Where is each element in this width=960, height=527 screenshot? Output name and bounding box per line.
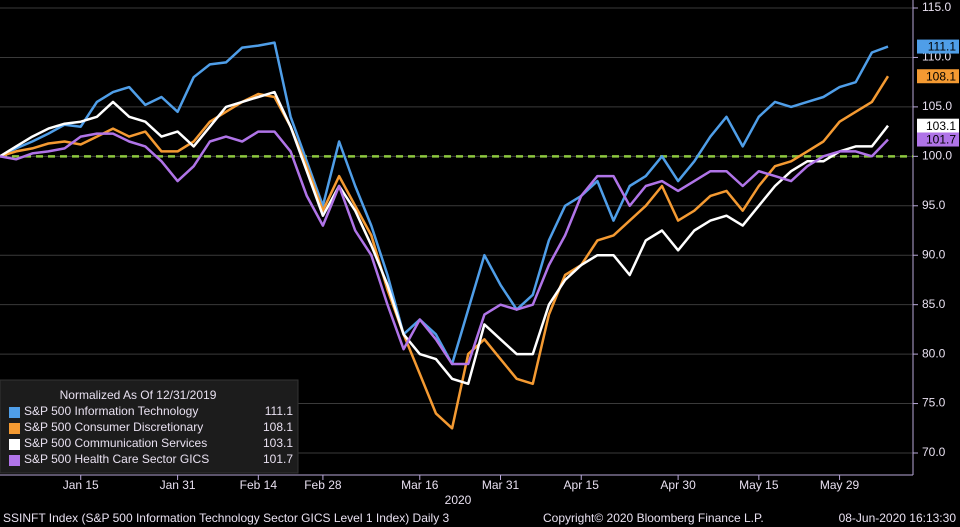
y-tick-label: 85.0 [922,297,946,311]
legend-label: S&P 500 Communication Services [24,436,207,450]
legend-swatch [9,423,20,434]
value-tag [917,69,959,84]
y-tick-label: 70.0 [922,445,946,459]
legend-swatch [9,439,20,450]
x-tick-label: Mar 16 [401,478,439,492]
y-tick-label: 115.0 [922,0,951,14]
legend-value: 111.1 [265,404,294,418]
value-tag-label: 108.1 [926,69,956,83]
x-tick-label: Mar 31 [482,478,520,492]
y-tick-label: 95.0 [922,198,946,212]
legend-swatch [9,455,20,466]
series-line [0,41,889,366]
value-tag [917,132,959,147]
footer-center: Copyright© 2020 Bloomberg Finance L.P. [543,511,764,525]
value-tag [917,118,959,133]
legend-title: Normalized As Of 12/31/2019 [60,388,217,402]
value-tag [917,39,959,54]
legend-label: S&P 500 Information Technology [24,404,198,418]
legend-value: 103.1 [263,436,293,450]
x-tick-label: Jan 15 [63,478,99,492]
footer-right: 08-Jun-2020 16:13:30 [839,511,957,525]
x-tick-label: Apr 30 [660,478,696,492]
x-tick-label: Feb 28 [304,478,342,492]
legend-value: 101.7 [263,452,293,466]
x-tick-label: May 15 [739,478,779,492]
footer-left: SSINFT Index (S&P 500 Information Techno… [3,511,450,525]
series-line [0,130,889,366]
y-tick-label: 90.0 [922,247,946,261]
legend-label: S&P 500 Consumer Discretionary [24,420,203,434]
legend-swatch [9,407,20,418]
series-line [0,90,889,386]
x-tick-label: May 29 [820,478,860,492]
legend-value: 108.1 [263,420,293,434]
y-tick-label: 100.0 [922,149,952,163]
x-tick-label: Apr 15 [564,478,600,492]
value-tag-label: 111.1 [928,40,957,54]
x-tick-label: Feb 14 [240,478,278,492]
legend-box [0,379,299,474]
series-line [0,75,890,430]
legend-label: S&P 500 Health Care Sector GICS [24,452,209,466]
y-tick-label: 105.0 [922,99,952,113]
x-axis-label: 2020 [445,493,472,507]
y-tick-label: 80.0 [922,346,946,360]
value-tag-label: 101.7 [926,133,956,147]
value-tag-label: 103.1 [926,119,956,133]
y-tick-label: 75.0 [922,396,946,410]
x-tick-label: Jan 31 [160,478,196,492]
